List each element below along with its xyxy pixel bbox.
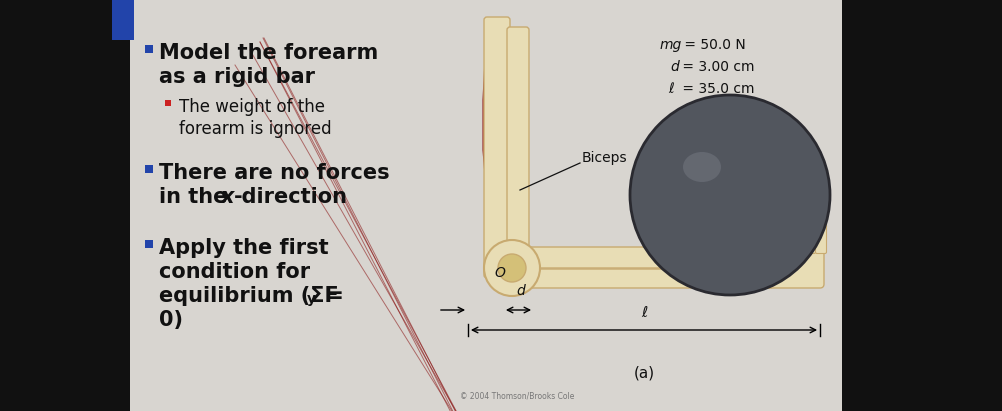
Bar [842, 0, 1002, 411]
Text: 0): 0) [159, 310, 183, 330]
Text: O: O [495, 266, 505, 280]
Text: in the: in the [159, 187, 234, 207]
Text: as a rigid bar: as a rigid bar [159, 67, 316, 87]
FancyBboxPatch shape [766, 248, 824, 288]
Text: ℓ: ℓ [641, 305, 647, 320]
FancyBboxPatch shape [783, 199, 794, 254]
Text: (a): (a) [633, 365, 654, 380]
Text: forearm is ignored: forearm is ignored [179, 120, 332, 138]
Circle shape [484, 240, 540, 296]
Text: ℓ: ℓ [668, 82, 673, 96]
Text: mg: mg [660, 38, 682, 52]
FancyBboxPatch shape [484, 17, 510, 278]
Text: d: d [516, 284, 525, 298]
Bar [145, 165, 153, 173]
FancyBboxPatch shape [502, 247, 798, 268]
Bar [0, 0, 130, 411]
Ellipse shape [683, 152, 721, 182]
Text: y: y [308, 292, 317, 306]
Circle shape [630, 95, 830, 295]
Text: © 2004 Thomson/Brooks Cole: © 2004 Thomson/Brooks Cole [460, 391, 574, 400]
FancyBboxPatch shape [805, 203, 816, 254]
FancyBboxPatch shape [772, 206, 783, 254]
Text: condition for: condition for [159, 262, 311, 282]
Bar [130, 0, 842, 411]
Text: = 3.00 cm: = 3.00 cm [678, 60, 755, 74]
FancyBboxPatch shape [794, 199, 805, 254]
Text: = 50.0 N: = 50.0 N [680, 38, 745, 52]
Text: d: d [670, 60, 678, 74]
Text: equilibrium (ΣF: equilibrium (ΣF [159, 286, 339, 306]
Text: Biceps: Biceps [582, 151, 627, 165]
FancyBboxPatch shape [816, 210, 827, 254]
Text: Model the forearm: Model the forearm [159, 43, 379, 63]
Text: Apply the first: Apply the first [159, 238, 329, 258]
Text: = 35.0 cm: = 35.0 cm [678, 82, 755, 96]
Bar [112, 0, 134, 40]
Text: There are no forces: There are no forces [159, 163, 390, 183]
FancyBboxPatch shape [507, 27, 529, 278]
Circle shape [498, 254, 526, 282]
Bar [145, 240, 153, 248]
Text: The weight of the: The weight of the [179, 98, 326, 116]
Bar [165, 100, 171, 106]
Text: x: x [221, 187, 234, 207]
Bar [145, 45, 153, 53]
Polygon shape [483, 35, 528, 265]
FancyBboxPatch shape [502, 269, 773, 288]
Text: -direction: -direction [234, 187, 349, 207]
Text: =: = [320, 286, 344, 306]
